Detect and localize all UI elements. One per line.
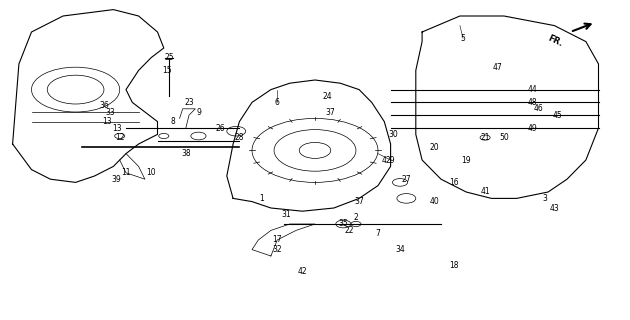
Text: 35: 35 [338, 220, 348, 228]
Text: 20: 20 [430, 143, 440, 152]
Text: 9: 9 [196, 108, 201, 116]
Text: 13: 13 [112, 124, 122, 132]
Text: 36: 36 [99, 101, 109, 110]
Text: 10: 10 [146, 168, 156, 177]
Text: 8: 8 [171, 117, 176, 126]
Text: 11: 11 [121, 168, 131, 177]
Text: 31: 31 [282, 210, 292, 219]
Text: 42: 42 [297, 268, 307, 276]
Text: 29: 29 [386, 156, 396, 164]
Text: 2: 2 [353, 213, 358, 222]
Text: 41: 41 [480, 188, 490, 196]
Text: 48: 48 [527, 98, 537, 107]
Text: 17: 17 [272, 236, 282, 244]
Text: 1: 1 [259, 194, 264, 203]
Text: 22: 22 [345, 226, 355, 235]
Text: 38: 38 [181, 149, 191, 158]
Text: FR.: FR. [546, 34, 564, 48]
Text: 6: 6 [275, 98, 280, 107]
Text: 49: 49 [527, 124, 537, 132]
Text: 44: 44 [527, 85, 537, 94]
Text: 33: 33 [105, 108, 115, 116]
Text: 37: 37 [354, 197, 364, 206]
Text: 15: 15 [162, 66, 172, 75]
Text: 45: 45 [553, 111, 563, 120]
Text: 7: 7 [375, 229, 381, 238]
Text: 34: 34 [395, 245, 405, 254]
Text: 39: 39 [112, 175, 122, 184]
Text: 32: 32 [272, 245, 282, 254]
Text: 18: 18 [449, 261, 459, 270]
Text: 37: 37 [326, 108, 336, 116]
Text: 5: 5 [461, 34, 466, 43]
Text: 3: 3 [542, 194, 547, 203]
Text: 40: 40 [430, 197, 440, 206]
Text: 43: 43 [549, 204, 559, 212]
Text: 26: 26 [215, 124, 226, 132]
Text: 13: 13 [102, 117, 112, 126]
Text: 30: 30 [389, 130, 399, 139]
Text: 12: 12 [115, 133, 125, 142]
Text: 4: 4 [382, 156, 387, 164]
Text: 25: 25 [164, 53, 174, 62]
Text: 21: 21 [480, 133, 490, 142]
Text: 27: 27 [401, 175, 411, 184]
Text: 24: 24 [323, 92, 333, 100]
Text: 50: 50 [499, 133, 509, 142]
Text: 46: 46 [534, 104, 544, 113]
Text: 23: 23 [184, 98, 194, 107]
Text: 47: 47 [493, 63, 503, 72]
Text: 16: 16 [449, 178, 459, 187]
Text: 19: 19 [461, 156, 471, 164]
Text: 28: 28 [234, 133, 244, 142]
